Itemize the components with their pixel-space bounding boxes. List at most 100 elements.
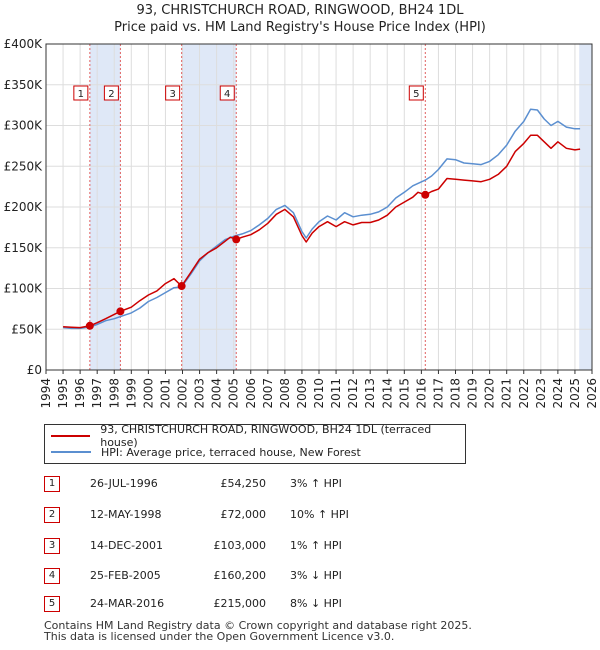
x-tick-label: 2007 xyxy=(261,378,275,409)
x-tick-label: 1997 xyxy=(90,378,104,409)
table-row: 4 25-FEB-2005 £160,200 3% ↓ HPI xyxy=(44,568,374,584)
x-tick-label: 2020 xyxy=(483,378,497,409)
x-tick-label: 2024 xyxy=(551,378,565,409)
sale-hpi-diff: 10% ↑ HPI xyxy=(290,508,349,521)
sale-number-badge: 1 xyxy=(44,476,60,492)
sale-number-badge: 4 xyxy=(44,568,60,584)
legend-label-property: 93, CHRISTCHURCH ROAD, RINGWOOD, BH24 1D… xyxy=(100,423,432,449)
sale-hpi-diff: 3% ↓ HPI xyxy=(290,569,342,582)
sale-label-box xyxy=(73,85,89,101)
sale-hpi-diff: 1% ↑ HPI xyxy=(290,539,342,552)
x-tick-label: 2000 xyxy=(141,378,155,409)
x-tick-label: 2004 xyxy=(210,378,224,409)
table-row: 3 14-DEC-2001 £103,000 1% ↑ HPI xyxy=(44,538,374,554)
x-tick-label: 2010 xyxy=(312,378,326,409)
x-tick-label: 2015 xyxy=(397,378,411,409)
series-line-hpi xyxy=(63,108,581,330)
series-line-property xyxy=(63,134,581,329)
x-tick-label: 2019 xyxy=(466,378,480,409)
legend-item-hpi: HPI: Average price, terraced house, New … xyxy=(51,444,361,460)
sale-label: 2 xyxy=(103,85,119,101)
sale-label-box xyxy=(103,85,119,101)
plot-border xyxy=(45,43,593,371)
table-row: 1 26-JUL-1996 £54,250 3% ↑ HPI xyxy=(44,476,374,492)
sale-date: 24-MAR-2016 xyxy=(90,597,165,610)
legend: 93, CHRISTCHURCH ROAD, RINGWOOD, BH24 1D… xyxy=(44,423,466,464)
x-tick-label: 2011 xyxy=(329,378,343,409)
sale-label-box xyxy=(165,85,181,101)
y-tick-label: £50K xyxy=(11,322,43,336)
table-row: 2 12-MAY-1998 £72,000 10% ↑ HPI xyxy=(44,507,374,523)
y-tick-label: £400K xyxy=(4,37,44,51)
y-tick-label: £0 xyxy=(27,363,42,377)
y-tick-label: £250K xyxy=(4,159,44,173)
sale-label: 4 xyxy=(219,85,235,101)
x-tick-label: 2005 xyxy=(227,378,241,409)
footer-licence: This data is licensed under the Open Gov… xyxy=(44,630,395,643)
sale-label-number: 2 xyxy=(108,89,114,100)
sale-price: £160,200 xyxy=(213,569,267,582)
sale-number-badge: 2 xyxy=(44,507,60,523)
sale-label-box xyxy=(219,85,235,101)
x-tick-label: 1998 xyxy=(107,378,121,409)
x-tick-label: 2009 xyxy=(295,378,309,409)
x-tick-label: 2026 xyxy=(585,378,599,409)
footer-copyright: Contains HM Land Registry data © Crown c… xyxy=(44,619,472,632)
sale-point xyxy=(85,321,94,330)
footer: Contains HM Land Registry data © Crown c… xyxy=(44,620,472,642)
sale-price: £72,000 xyxy=(220,508,267,521)
sale-label-number: 3 xyxy=(169,89,175,100)
x-tick-label: 2001 xyxy=(158,378,172,409)
sale-point xyxy=(421,190,430,199)
sale-price: £54,250 xyxy=(220,477,267,490)
sale-hpi-diff: 8% ↓ HPI xyxy=(290,597,342,610)
price-chart: 1994 1995 1996 1997 1998 1999 2000 2001 2002 2003… xyxy=(4,37,599,409)
sale-point xyxy=(177,282,186,291)
sale-date: 25-FEB-2005 xyxy=(90,569,161,582)
legend-swatch-property xyxy=(51,435,91,437)
sale-price: £103,000 xyxy=(213,539,267,552)
sale-date: 26-JUL-1996 xyxy=(90,477,158,490)
legend-label-hpi: HPI: Average price, terraced house, New … xyxy=(101,445,361,459)
sale-number-badge: 3 xyxy=(44,538,60,554)
sale-label-number: 4 xyxy=(224,89,230,100)
sale-label-number: 1 xyxy=(78,89,84,100)
legend-item-property: 93, CHRISTCHURCH ROAD, RINGWOOD, BH24 1D… xyxy=(51,423,465,449)
x-tick-label: 2003 xyxy=(193,378,207,409)
sale-point xyxy=(116,307,125,316)
sale-label-number: 5 xyxy=(413,89,419,100)
y-tick-label: £300K xyxy=(4,119,44,133)
y-tick-label: £350K xyxy=(4,78,44,92)
x-tick-label: 1999 xyxy=(124,378,138,409)
x-tick-label: 2006 xyxy=(244,378,258,409)
x-tick-label: 2016 xyxy=(414,378,428,409)
sale-label: 5 xyxy=(408,85,424,101)
x-tick-label: 2012 xyxy=(346,378,360,409)
sale-number-badge: 5 xyxy=(44,596,60,612)
sale-label: 3 xyxy=(165,85,181,101)
y-tick-label: £150K xyxy=(4,241,44,255)
x-tick-label: 1996 xyxy=(73,378,87,409)
y-tick-label: £100K xyxy=(4,282,44,296)
sale-label-box xyxy=(408,85,424,101)
sale-price: £215,000 xyxy=(213,597,267,610)
chart-title-line2: Price paid vs. HM Land Registry's House … xyxy=(114,20,486,35)
x-tick-label: 2025 xyxy=(568,378,582,409)
sale-point xyxy=(232,235,241,244)
x-tick-label: 1995 xyxy=(56,378,70,409)
x-tick-label: 2014 xyxy=(380,378,394,409)
chart-title-line1: 93, CHRISTCHURCH ROAD, RINGWOOD, BH24 1D… xyxy=(136,3,464,18)
x-tick-label: 2002 xyxy=(176,378,190,409)
legend-swatch-hpi xyxy=(51,451,91,453)
sale-hpi-diff: 3% ↑ HPI xyxy=(290,477,342,490)
sale-date: 12-MAY-1998 xyxy=(90,508,162,521)
x-tick-label: 2022 xyxy=(517,378,531,409)
y-tick-label: £200K xyxy=(4,200,44,214)
x-tick-label: 2008 xyxy=(278,378,292,409)
x-tick-label: 1994 xyxy=(39,378,53,409)
x-tick-label: 2023 xyxy=(534,378,548,409)
x-tick-label: 2021 xyxy=(500,378,514,409)
table-row: 5 24-MAR-2016 £215,000 8% ↓ HPI xyxy=(44,596,374,612)
x-tick-label: 2013 xyxy=(363,378,377,409)
sale-label: 1 xyxy=(73,85,89,101)
